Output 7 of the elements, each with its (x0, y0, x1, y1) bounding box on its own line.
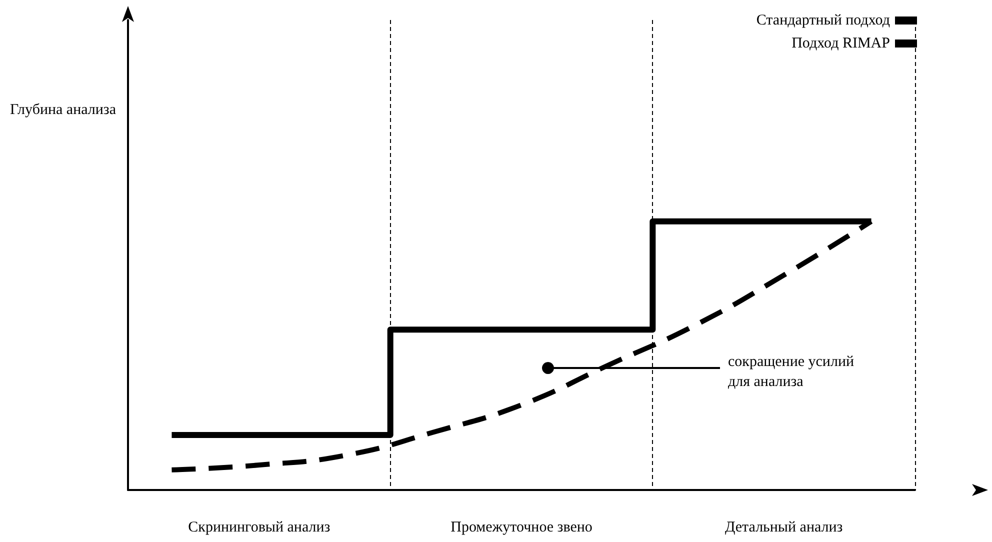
x-tick-label: Промежуточное звено (450, 520, 592, 536)
legend-label: Подход RIMAP (792, 36, 890, 52)
x-tick-label: Скрининговый анализ (188, 520, 330, 536)
text: Глубина анализа (10, 102, 116, 118)
x-tick-label: Детальный анализ (724, 520, 843, 536)
legend-label: Стандартный подход (756, 12, 890, 28)
annotation: сокращение усилий для анализа (728, 354, 858, 390)
